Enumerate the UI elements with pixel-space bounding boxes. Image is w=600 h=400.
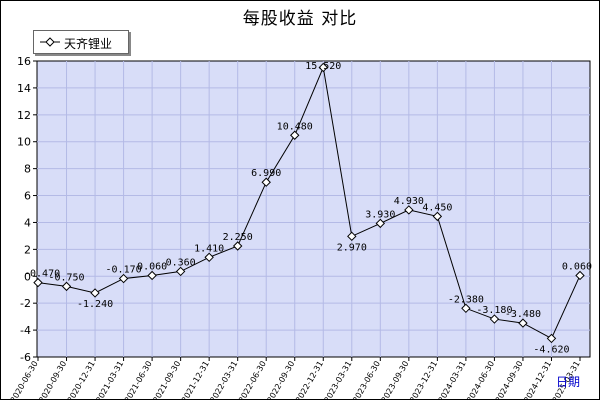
- data-point-marker: [118, 273, 129, 284]
- data-point-marker: [261, 177, 271, 187]
- series-line: [37, 65, 581, 340]
- data-point-marker: [147, 270, 157, 281]
- x-tick-label: 2022-12-31: [294, 360, 325, 400]
- data-label: -0.470: [24, 269, 60, 280]
- data-point-marker: [290, 130, 300, 140]
- x-tick-label: 2024-03-31: [437, 360, 468, 400]
- plot-area: [36, 60, 591, 358]
- x-tick-label: 2024-12-31: [522, 360, 553, 400]
- x-axis-label: 日期: [556, 375, 580, 389]
- data-point-marker: [518, 318, 528, 328]
- data-point-marker: [347, 231, 357, 242]
- data-label: 10.480: [277, 121, 313, 132]
- x-tick-label: 2022-09-30: [265, 360, 296, 400]
- x-tick-label: 2021-09-30: [151, 360, 182, 400]
- x-tick-label: 2023-12-31: [408, 360, 439, 400]
- data-label: -3.480: [505, 309, 541, 320]
- y-tick-label: -4: [20, 324, 31, 337]
- x-tick-label: 2020-09-30: [37, 360, 68, 400]
- x-tick-label: 2022-06-30: [237, 360, 268, 400]
- y-tick-label: -6: [20, 351, 31, 364]
- data-point-marker: [90, 288, 100, 298]
- data-point-marker: [61, 281, 72, 292]
- x-tick-label: 2021-12-31: [180, 360, 211, 400]
- y-tick-label: 8: [24, 163, 31, 176]
- data-label: -2.380: [448, 294, 484, 305]
- data-label: -0.750: [48, 272, 84, 283]
- data-label: 0.060: [562, 261, 592, 272]
- x-tick-label: 2020-12-31: [66, 360, 97, 400]
- y-tick-label: 16: [17, 55, 31, 68]
- data-point-marker: [175, 266, 186, 277]
- y-tick-label: 2: [24, 243, 31, 256]
- y-tick-label: 4: [24, 216, 31, 229]
- data-point-marker: [546, 333, 557, 344]
- data-label: -1.240: [77, 299, 113, 310]
- data-label: -0.170: [106, 265, 142, 276]
- y-tick-label: 6: [24, 190, 31, 203]
- data-label: -3.180: [476, 305, 512, 316]
- x-tick-label: 2020-06-30: [9, 360, 40, 400]
- data-label: 0.360: [166, 257, 196, 268]
- x-tick-label: 2021-03-31: [94, 360, 125, 400]
- x-axis: 2020-06-302020-09-302020-12-312021-03-31…: [9, 357, 582, 400]
- data-label: 6.990: [251, 168, 281, 179]
- y-tick-label: 10: [17, 136, 31, 149]
- data-point-marker: [575, 270, 585, 281]
- data-label: 15.520: [305, 61, 341, 72]
- data-label: -4.620: [533, 344, 569, 355]
- legend-label: 天齐锂业: [64, 37, 113, 51]
- y-tick-label: 12: [17, 109, 31, 122]
- data-point-marker: [318, 62, 328, 73]
- data-label: 2.970: [337, 242, 367, 253]
- grid-lines: [37, 61, 590, 357]
- x-tick-label: 2024-06-30: [465, 359, 496, 400]
- x-tick-label: 2024-09-30: [494, 360, 525, 400]
- chart-title: 每股收益 对比: [242, 9, 358, 29]
- data-point-marker: [232, 241, 243, 251]
- data-point-marker: [489, 314, 500, 324]
- legend-marker-icon: [40, 37, 60, 47]
- data-point-marker: [404, 205, 414, 215]
- data-point-marker: [33, 277, 43, 288]
- data-label: 3.930: [365, 209, 395, 220]
- data-label: 4.930: [394, 196, 424, 207]
- data-label: 4.450: [422, 202, 452, 213]
- data-point-marker: [432, 211, 443, 222]
- y-axis: -6 -4 -2 0 2 4 6 8 10 12 14 16: [17, 55, 37, 364]
- data-label: 2.250: [223, 232, 253, 243]
- data-point-marker: [461, 303, 471, 314]
- y-tick-label: 14: [17, 82, 31, 95]
- y-tick-label: 0: [24, 270, 31, 283]
- x-tick-label: 2022-03-31: [208, 360, 239, 400]
- series-layer: -0.470-0.750-1.240-0.1700.0600.3601.4102…: [24, 61, 592, 355]
- data-point-marker: [375, 218, 386, 229]
- x-tick-label: 2023-03-31: [322, 360, 353, 400]
- legend: 天齐锂业: [33, 30, 129, 54]
- x-tick-label: 2023-06-30: [351, 360, 382, 400]
- x-tick-label: 2023-09-30: [380, 360, 411, 400]
- data-point-marker: [204, 252, 214, 263]
- y-tick-label: -2: [20, 297, 31, 310]
- x-tick-label: 2021-06-30: [123, 360, 154, 400]
- data-label: 0.060: [137, 261, 167, 272]
- data-label: 1.410: [194, 243, 224, 254]
